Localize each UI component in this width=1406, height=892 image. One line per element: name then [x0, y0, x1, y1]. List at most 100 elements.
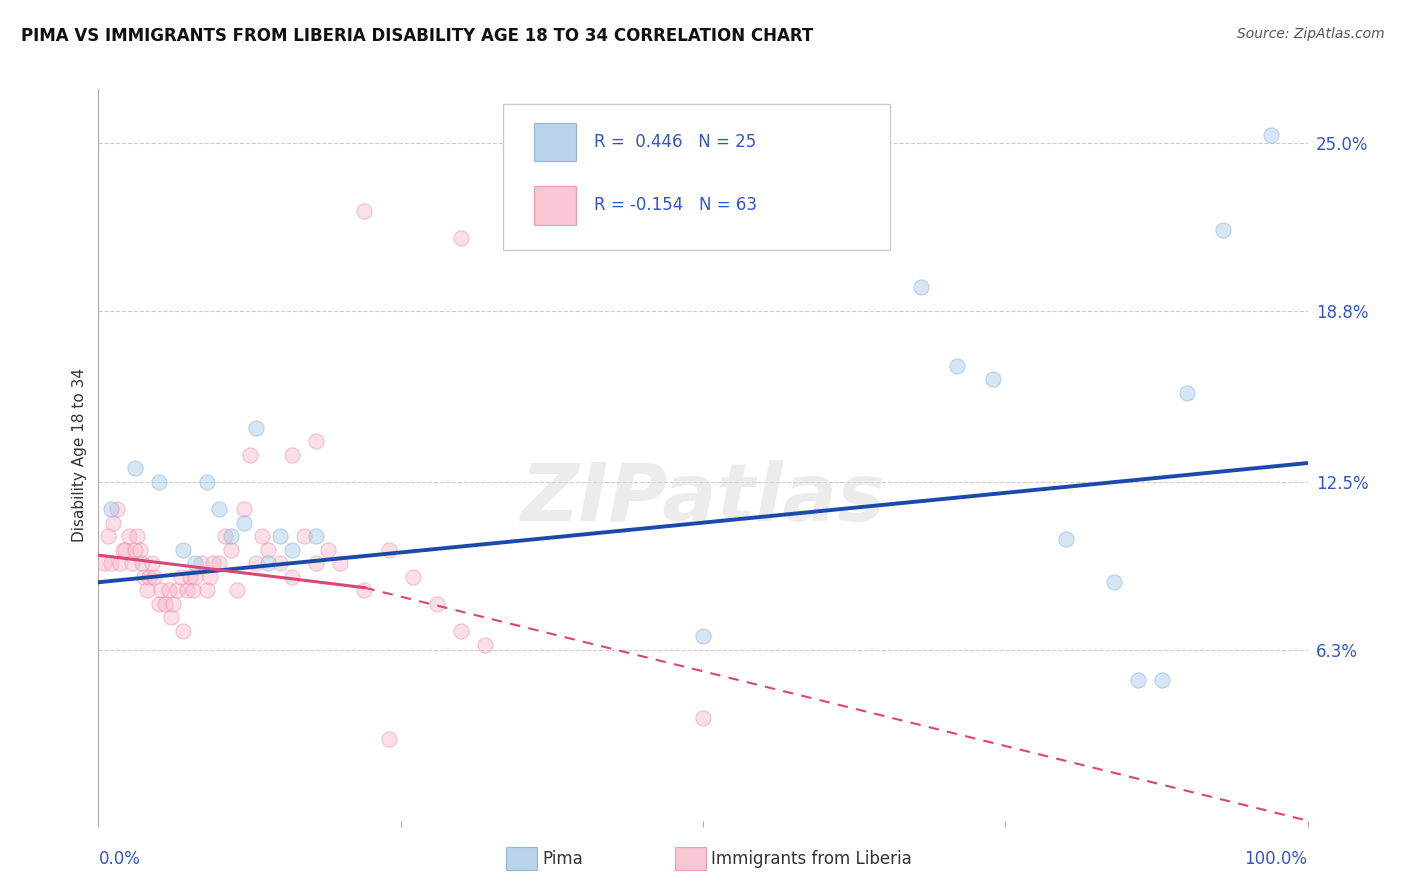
Text: 100.0%: 100.0%: [1244, 850, 1308, 868]
Point: [100, 502, 122, 516]
Point: [169, 570, 191, 584]
Point: [377, 542, 399, 557]
Point: [450, 624, 472, 638]
Point: [153, 597, 176, 611]
Point: [316, 542, 339, 557]
Text: Pima: Pima: [543, 850, 583, 868]
Point: [692, 711, 714, 725]
Point: [127, 529, 149, 543]
Point: [124, 461, 146, 475]
Point: [232, 502, 254, 516]
Point: [256, 556, 278, 570]
Point: [1054, 532, 1077, 546]
Point: [221, 529, 243, 543]
Point: [118, 529, 141, 543]
Point: [181, 583, 204, 598]
Y-axis label: Disability Age 18 to 34: Disability Age 18 to 34: [72, 368, 87, 542]
Point: [256, 542, 278, 557]
FancyBboxPatch shape: [503, 103, 890, 250]
Text: Source: ZipAtlas.com: Source: ZipAtlas.com: [1237, 27, 1385, 41]
Point: [450, 231, 472, 245]
Point: [281, 542, 304, 557]
Point: [1175, 385, 1198, 400]
Point: [305, 556, 328, 570]
Bar: [534, 123, 576, 161]
Bar: [534, 186, 576, 225]
Point: [208, 556, 231, 570]
Point: [166, 583, 188, 598]
Point: [195, 475, 218, 489]
Point: [157, 583, 180, 598]
Point: [176, 583, 198, 598]
Point: [474, 638, 496, 652]
Text: PIMA VS IMMIGRANTS FROM LIBERIA DISABILITY AGE 18 TO 34 CORRELATION CHART: PIMA VS IMMIGRANTS FROM LIBERIA DISABILI…: [21, 27, 813, 45]
Point: [292, 529, 315, 543]
Point: [184, 570, 207, 584]
Point: [160, 610, 183, 624]
Point: [1152, 673, 1174, 687]
Point: [179, 570, 201, 584]
Point: [232, 516, 254, 530]
Text: ZIPatlas: ZIPatlas: [520, 459, 886, 538]
Point: [1128, 673, 1150, 687]
Point: [135, 583, 157, 598]
Point: [100, 556, 122, 570]
Point: [214, 529, 236, 543]
Text: R = -0.154   N = 63: R = -0.154 N = 63: [595, 195, 758, 214]
Point: [910, 280, 932, 294]
Point: [426, 597, 449, 611]
Point: [946, 359, 969, 373]
Point: [124, 542, 146, 557]
Point: [281, 570, 304, 584]
Point: [97, 529, 120, 543]
Point: [172, 542, 194, 557]
Point: [981, 372, 1004, 386]
Point: [208, 502, 231, 516]
Point: [305, 434, 328, 449]
Point: [692, 629, 714, 643]
Point: [108, 556, 131, 570]
Point: [121, 556, 143, 570]
Point: [128, 542, 150, 557]
Point: [172, 624, 194, 638]
Text: Immigrants from Liberia: Immigrants from Liberia: [711, 850, 912, 868]
Point: [195, 583, 218, 598]
Point: [93, 556, 115, 570]
Point: [1102, 575, 1125, 590]
Point: [329, 556, 352, 570]
Point: [131, 556, 153, 570]
Point: [269, 529, 291, 543]
Point: [101, 516, 124, 530]
Point: [202, 556, 225, 570]
Point: [148, 475, 170, 489]
Point: [148, 597, 170, 611]
Point: [245, 421, 267, 435]
Point: [134, 570, 156, 584]
Point: [198, 570, 221, 584]
Point: [143, 570, 166, 584]
Point: [250, 529, 273, 543]
Point: [226, 583, 249, 598]
Point: [402, 570, 425, 584]
Point: [1212, 223, 1234, 237]
Point: [114, 542, 136, 557]
Point: [1260, 128, 1282, 143]
Point: [184, 556, 207, 570]
Point: [353, 204, 375, 219]
Point: [377, 732, 399, 747]
Point: [138, 570, 160, 584]
Point: [141, 556, 163, 570]
Point: [269, 556, 291, 570]
Point: [305, 529, 328, 543]
Point: [239, 448, 262, 462]
Point: [245, 556, 267, 570]
Text: 0.0%: 0.0%: [98, 850, 141, 868]
Point: [353, 583, 375, 598]
Text: R =  0.446   N = 25: R = 0.446 N = 25: [595, 133, 756, 151]
Point: [111, 542, 134, 557]
Point: [150, 583, 173, 598]
Point: [281, 448, 304, 462]
Point: [162, 597, 184, 611]
Point: [221, 542, 243, 557]
Point: [190, 556, 212, 570]
